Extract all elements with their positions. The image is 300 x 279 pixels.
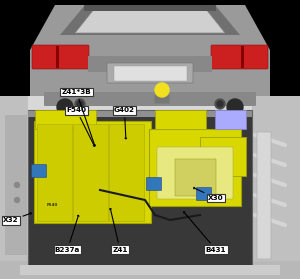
FancyBboxPatch shape: [0, 261, 300, 279]
Text: B431: B431: [184, 212, 226, 253]
FancyBboxPatch shape: [175, 158, 215, 196]
FancyBboxPatch shape: [107, 63, 193, 83]
Text: F540: F540: [46, 203, 58, 207]
FancyBboxPatch shape: [157, 147, 233, 199]
FancyBboxPatch shape: [200, 136, 245, 175]
Text: G402: G402: [114, 107, 135, 139]
Polygon shape: [60, 5, 240, 35]
Text: Z41: Z41: [110, 208, 128, 253]
FancyBboxPatch shape: [0, 96, 300, 110]
Polygon shape: [75, 8, 225, 33]
FancyBboxPatch shape: [214, 109, 245, 129]
Text: F540: F540: [67, 107, 95, 146]
FancyBboxPatch shape: [88, 56, 212, 72]
FancyBboxPatch shape: [44, 92, 256, 106]
Text: B237a: B237a: [55, 215, 80, 253]
FancyBboxPatch shape: [146, 177, 161, 191]
Circle shape: [217, 101, 223, 107]
FancyBboxPatch shape: [32, 165, 46, 177]
FancyBboxPatch shape: [34, 109, 95, 129]
FancyBboxPatch shape: [113, 66, 187, 81]
Circle shape: [14, 198, 20, 203]
FancyBboxPatch shape: [32, 45, 89, 69]
FancyBboxPatch shape: [241, 46, 244, 68]
FancyBboxPatch shape: [28, 110, 252, 270]
Circle shape: [57, 99, 73, 115]
FancyBboxPatch shape: [211, 45, 268, 69]
FancyBboxPatch shape: [0, 96, 28, 279]
FancyBboxPatch shape: [154, 109, 206, 129]
FancyBboxPatch shape: [5, 115, 27, 255]
Text: X30: X30: [194, 187, 224, 201]
FancyBboxPatch shape: [109, 124, 143, 220]
Circle shape: [227, 99, 243, 115]
Circle shape: [14, 182, 20, 187]
FancyBboxPatch shape: [149, 129, 241, 206]
FancyBboxPatch shape: [0, 96, 300, 279]
FancyBboxPatch shape: [37, 124, 71, 220]
FancyBboxPatch shape: [84, 5, 216, 11]
Circle shape: [77, 101, 83, 107]
Text: Z41*3B: Z41*3B: [61, 89, 95, 146]
Circle shape: [215, 99, 225, 109]
Polygon shape: [30, 5, 270, 105]
FancyBboxPatch shape: [73, 124, 107, 220]
FancyBboxPatch shape: [196, 187, 211, 201]
Circle shape: [155, 83, 169, 97]
FancyBboxPatch shape: [257, 132, 271, 259]
Text: X32: X32: [3, 213, 31, 223]
FancyBboxPatch shape: [56, 46, 59, 68]
FancyBboxPatch shape: [252, 96, 300, 279]
FancyBboxPatch shape: [154, 95, 169, 104]
FancyBboxPatch shape: [20, 265, 280, 275]
FancyBboxPatch shape: [34, 121, 151, 223]
Circle shape: [75, 99, 85, 109]
FancyBboxPatch shape: [28, 111, 252, 117]
